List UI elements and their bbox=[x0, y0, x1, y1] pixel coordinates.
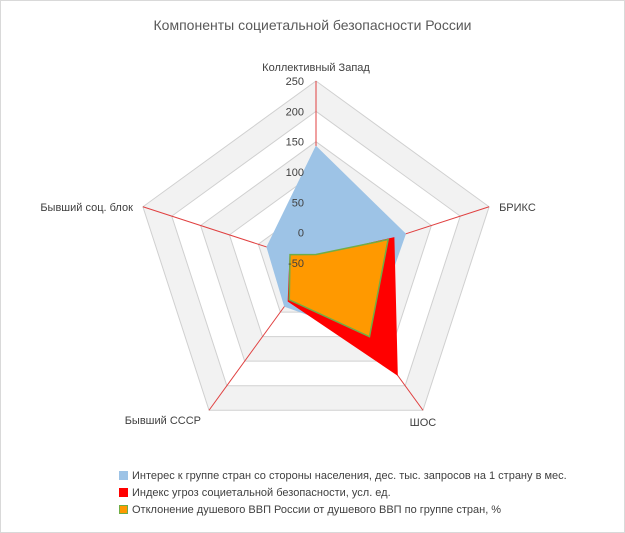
category-label: Коллективный Запад bbox=[262, 62, 370, 74]
category-label: ШОС bbox=[410, 417, 437, 429]
tick-label: -50 bbox=[288, 258, 304, 270]
series-gdp-deviation bbox=[288, 238, 390, 338]
category-label: Бывший СССР bbox=[125, 415, 201, 427]
legend-swatch-threat-index bbox=[119, 488, 128, 497]
legend-swatch-interest bbox=[119, 471, 128, 480]
tick-label: 200 bbox=[286, 106, 304, 118]
legend-swatch-gdp-deviation bbox=[119, 505, 128, 514]
legend-item-gdp-deviation: Отклонение душевого ВВП России от душево… bbox=[119, 501, 567, 518]
category-label: БРИКС bbox=[499, 202, 536, 214]
legend-label-threat-index: Индекс угроз социетальной безопасности, … bbox=[132, 486, 391, 499]
legend-item-threat-index: Индекс угроз социетальной безопасности, … bbox=[119, 484, 567, 501]
tick-label: 100 bbox=[286, 167, 304, 179]
tick-labels: 250 200 150 100 50 0 -50 bbox=[286, 76, 304, 270]
legend-item-interest: Интерес к группе стран со стороны населе… bbox=[119, 467, 567, 484]
category-label: Бывший соц. блок bbox=[40, 202, 133, 214]
legend-label-interest: Интерес к группе стран со стороны населе… bbox=[132, 469, 567, 482]
tick-label: 50 bbox=[292, 197, 304, 209]
category-labels: Коллективный Запад БРИКС ШОС Бывший СССР Быв… bbox=[40, 62, 536, 429]
legend-label-gdp-deviation: Отклонение душевого ВВП России от душево… bbox=[132, 503, 502, 516]
tick-label: 150 bbox=[286, 137, 304, 149]
chart-title: Компоненты социетальной безопасности Рос… bbox=[153, 17, 472, 33]
legend: Интерес к группе стран со стороны населе… bbox=[119, 467, 567, 518]
tick-label: 250 bbox=[286, 76, 304, 88]
series-layer bbox=[266, 145, 407, 376]
tick-label: 0 bbox=[298, 228, 304, 240]
